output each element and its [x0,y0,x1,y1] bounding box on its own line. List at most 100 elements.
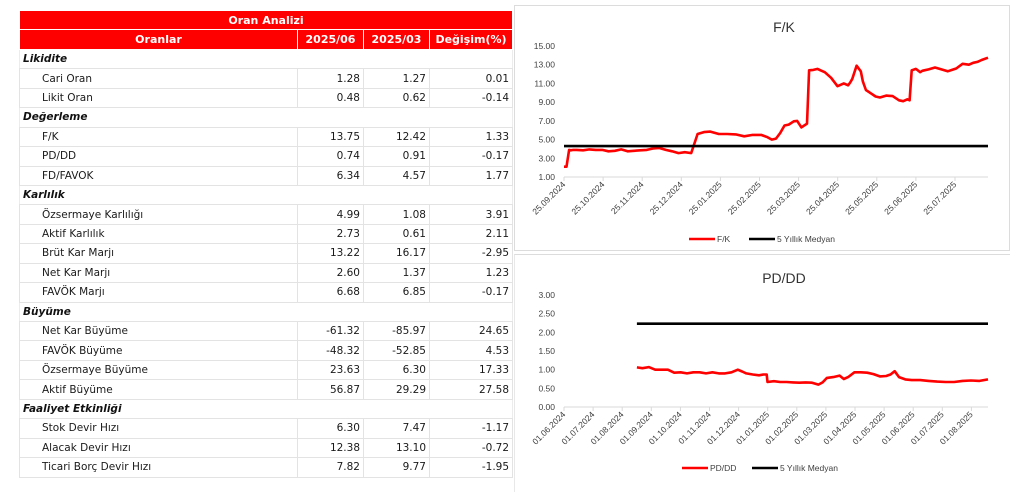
section-title: Değerleme [18,107,514,128]
value-2025-03: -85.97 [363,320,430,342]
table-row: Net Kar Büyüme -61.32 -85.97 24.65 [19,320,514,342]
y-tick-label: 1.00 [538,172,555,182]
table-row: Aktif Büyüme 56.87 29.29 27.58 [19,379,514,400]
legend-label: 5 Yıllık Medyan [777,234,835,244]
column-header-ratios: Oranlar [19,29,298,50]
y-tick-label: 2.00 [538,327,555,337]
ratio-label: Likit Oran [19,87,298,109]
value-2025-06: 13.75 [297,126,364,148]
ratio-label: Stok Devir Hızı [19,418,298,439]
value-change: 0.01 [428,68,514,89]
value-2025-03: 1.27 [363,68,430,89]
x-tick-label: 25.06.2025 [882,179,919,216]
pddd-chart: PD/DD 3.00 2.50 2.00 1.50 1.00 0.50 0.00 01.06.2… [514,254,1010,492]
value-2025-03: 9.77 [363,457,430,478]
ratio-label: FD/FAVOK [19,165,298,186]
ratio-label: Özsermaye Karlılığı [19,204,298,225]
x-tick-label: 25.07.2025 [921,179,958,216]
ratio-label: Alacak Devir Hızı [19,437,298,459]
ratio-label: Aktif Karlılık [19,223,298,245]
value-2025-06: 6.30 [297,418,364,439]
chart-title: F/K [773,19,795,35]
value-2025-03: 29.29 [363,379,430,400]
x-tick-label: 25.01.2025 [687,179,724,216]
value-2025-03: 1.08 [363,204,430,225]
value-change: 1.77 [428,165,514,186]
value-change: 4.53 [428,340,514,361]
value-2025-06: 7.82 [297,457,364,478]
value-2025-03: 4.57 [363,165,430,186]
y-tick-label: 7.00 [538,116,555,126]
ratio-label: Ticari Borç Devir Hızı [19,457,298,478]
value-2025-06: 12.38 [297,437,364,459]
table-row: F/K 13.75 12.42 1.33 [19,126,514,148]
main-series-line [564,56,989,168]
y-tick-label: 13.00 [534,60,556,70]
table-row: Alacak Devir Hızı 12.38 13.10 -0.72 [19,437,514,459]
table-row: Aktif Karlılık 2.73 0.61 2.11 [19,223,514,245]
value-2025-03: 0.61 [363,223,430,245]
ratio-label: FAVÖK Marjı [19,282,298,303]
ratio-analysis-table: Oran Analizi Oranlar 2025/06 2025/03 Değ… [18,9,514,478]
value-2025-03: 6.85 [363,282,430,303]
value-change: 2.11 [428,223,514,245]
table-row: Cari Oran 1.28 1.27 0.01 [19,68,514,89]
value-change: -0.72 [428,437,514,459]
value-change: -0.14 [428,87,514,109]
main-series-line [636,365,989,386]
value-2025-06: 23.63 [297,359,364,381]
ratio-label: F/K [19,126,298,148]
table-row: Stok Devir Hızı 6.30 7.47 -1.17 [19,418,514,439]
ratio-label: Aktif Büyüme [19,379,298,400]
value-2025-06: -48.32 [297,340,364,361]
table-title-row: Oran Analizi [18,9,514,31]
value-2025-03: 16.17 [363,243,430,264]
value-2025-03: 6.30 [363,359,430,381]
x-tick-label: 25.12.2024 [648,179,685,216]
value-change: 27.58 [428,379,514,400]
value-change: -1.17 [428,418,514,439]
fk-chart-canvas: F/K15.0013.0011.009.007.005.003.001.0025… [530,19,989,244]
value-change: 24.65 [428,320,514,342]
ratio-label: FAVÖK Büyüme [19,340,298,361]
x-tick-label: 25.10.2024 [569,179,606,216]
table-row: Özsermaye Büyüme 23.63 6.30 17.33 [19,359,514,381]
value-2025-06: 0.74 [297,146,364,167]
value-2025-06: 56.87 [297,379,364,400]
table-row: Net Kar Marjı 2.60 1.37 1.23 [19,262,514,284]
value-change: -0.17 [428,146,514,167]
y-tick-label: 1.50 [538,346,555,356]
y-tick-label: 2.50 [538,309,555,319]
section-title: Faaliyet Etkinliği [18,399,514,420]
chart-legend: PD/DD 5 Yıllık Medyan [682,463,838,473]
value-2025-03: 1.37 [363,262,430,284]
x-tick-label: 25.11.2024 [609,179,646,216]
y-tick-label: 5.00 [538,135,555,145]
ratio-label: Net Kar Marjı [19,262,298,284]
table-row: Ticari Borç Devir Hızı 7.82 9.77 -1.95 [19,457,514,478]
value-2025-06: 13.22 [297,243,364,264]
chart-title: PD/DD [762,270,806,286]
section-row: Faaliyet Etkinliği [18,399,514,420]
section-title: Karlılık [18,185,514,206]
ratio-label: Brüt Kar Marjı [19,243,298,264]
x-tick-label: 25.02.2025 [726,179,763,216]
ratio-label: PD/DD [19,146,298,167]
value-2025-06: 0.48 [297,87,364,109]
section-title: Büyüme [18,302,514,323]
value-change: 1.23 [428,262,514,284]
x-tick-label: 25.03.2025 [765,179,802,216]
table-row: FAVÖK Büyüme -48.32 -52.85 4.53 [19,340,514,361]
value-change: 17.33 [428,359,514,381]
fk-chart: F/K 15.00 13.00 11.00 9.00 7.00 5.00 3.00 1.00 25… [514,5,1010,251]
x-tick-label: 25.09.2024 [530,179,567,216]
section-row: Karlılık [18,185,514,206]
x-tick-label: 25.05.2025 [843,179,880,216]
ratio-label: Özsermaye Büyüme [19,359,298,381]
table-body: Likidite Cari Oran 1.28 1.27 0.01 Likit Oran 0… [18,49,514,478]
value-2025-06: 2.60 [297,262,364,284]
value-2025-06: 2.73 [297,223,364,245]
column-header-2025-03: 2025/03 [363,29,430,50]
value-change: -0.17 [428,282,514,303]
y-tick-label: 15.00 [534,41,556,51]
